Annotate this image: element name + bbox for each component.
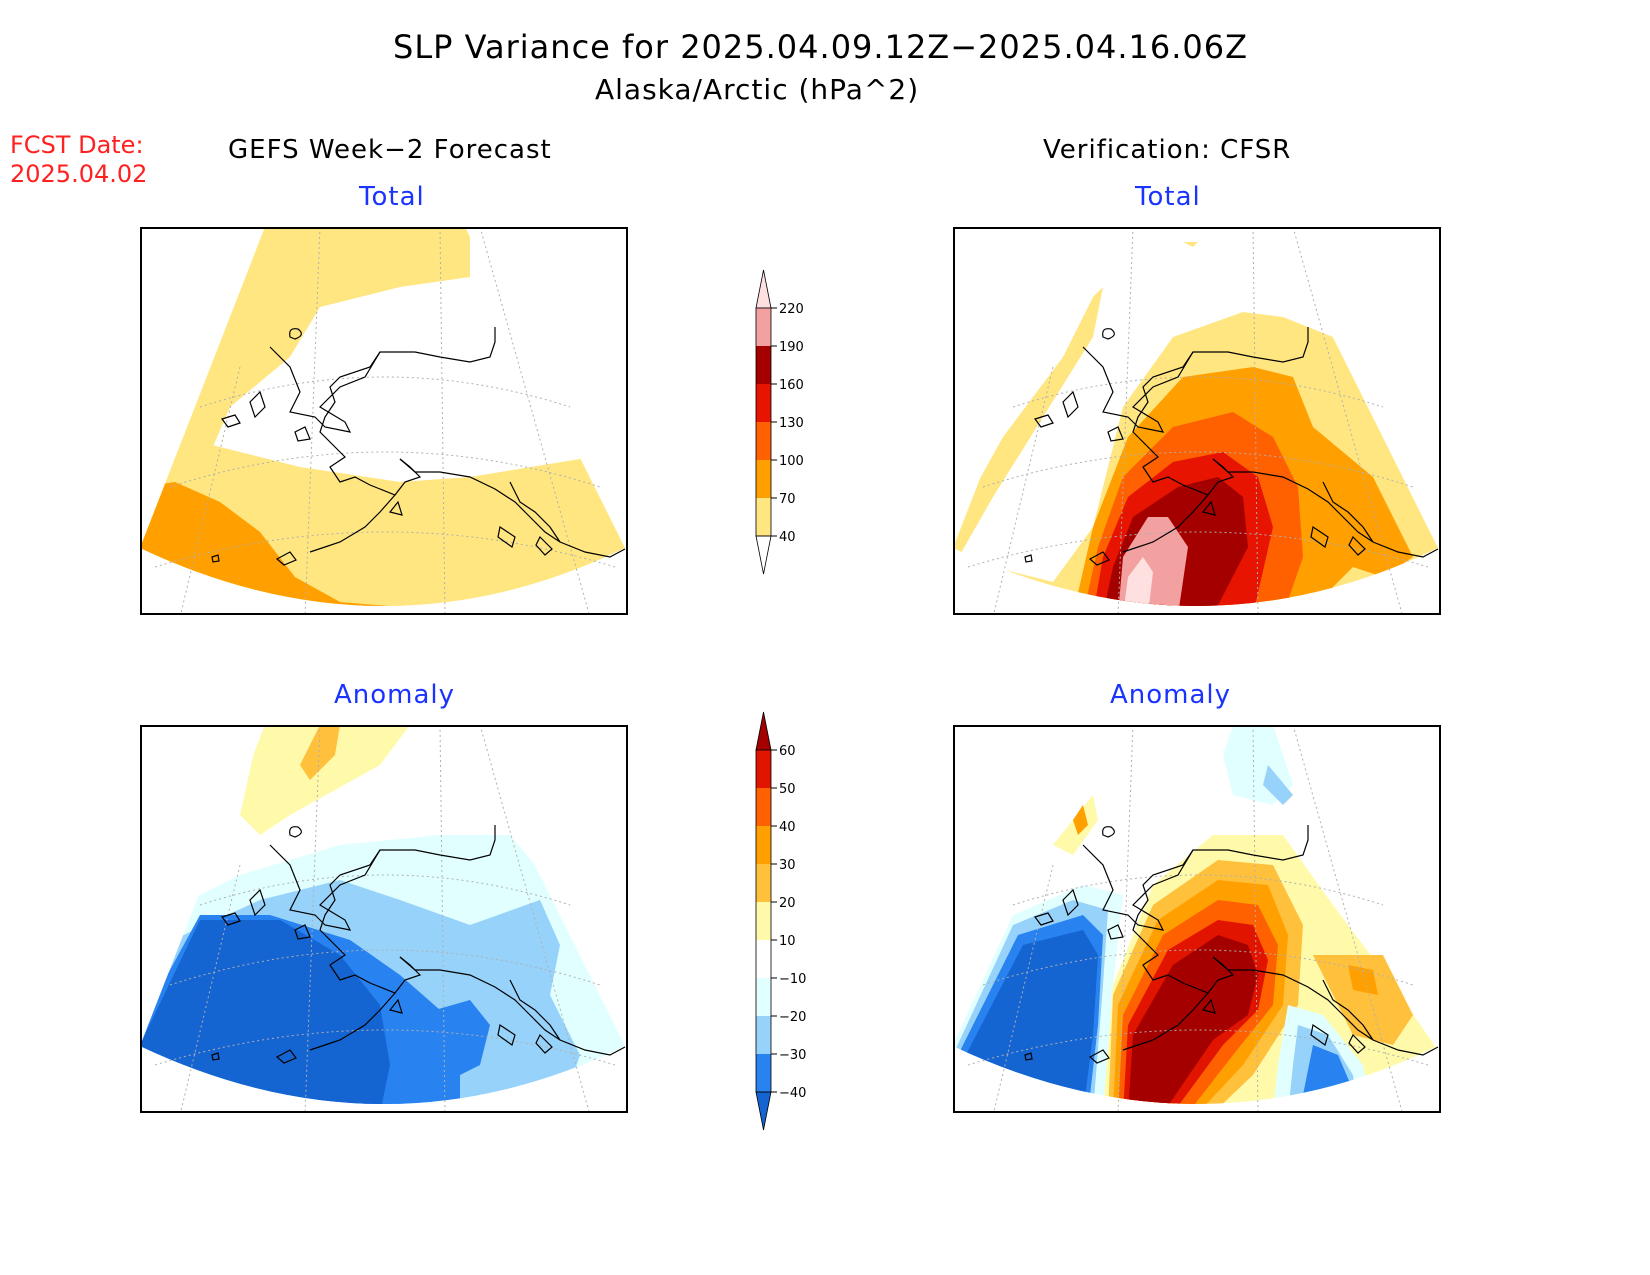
anomaly-colorbar-bottom-arrow [755, 1091, 772, 1131]
panel-title-verification-total: Total [1135, 182, 1201, 212]
anomaly-colorbar-segment [756, 750, 771, 788]
anomaly-colorbar-label: −40 [779, 1086, 806, 1101]
total-colorbar-label: 40 [779, 530, 796, 545]
colorbar-anomaly: −40 −30 −20 −10 10 20 30 40 50 60 [740, 708, 830, 1142]
total-colorbar-label: 160 [779, 378, 804, 393]
anomaly-colorbar-segment [756, 940, 771, 978]
forecast-date-value: 2025.04.02 [10, 160, 148, 188]
anomaly-colorbar-label: 50 [779, 782, 796, 797]
anomaly-colorbar-segment [756, 788, 771, 826]
chart-title: SLP Variance for 2025.04.09.12Z−2025.04.… [393, 28, 1249, 66]
anomaly-colorbar-label: −30 [779, 1048, 806, 1063]
map-forecast-anomaly [140, 725, 628, 1113]
anomaly-colorbar-label: 10 [779, 934, 796, 949]
anomaly-colorbar-label: 30 [779, 858, 796, 873]
anomaly-colorbar-label: 40 [779, 820, 796, 835]
total-colorbar-label: 100 [779, 454, 804, 469]
anomaly-colorbar-outline [755, 749, 772, 1093]
anomaly-colorbar-label: −20 [779, 1010, 806, 1025]
anomaly-colorbar-segment [756, 826, 771, 864]
colorbar-total: 40 70 100 130 160 190 220 [740, 266, 830, 590]
anomaly-colorbar-segment [756, 978, 771, 1016]
chart-subtitle: Alaska/Arctic (hPa^2) [595, 73, 920, 106]
total-colorbar-segment [756, 346, 771, 384]
total-colorbar-label: 220 [779, 302, 804, 317]
column-heading-verification: Verification: CFSR [1043, 135, 1292, 165]
column-heading-forecast: GEFS Week−2 Forecast [228, 135, 552, 165]
total-colorbar-bottom-arrow [755, 535, 772, 575]
map-verification-anomaly [953, 725, 1441, 1113]
anomaly-colorbar-label: 60 [779, 744, 796, 759]
total-colorbar-segment [756, 422, 771, 460]
total-colorbar-label: 190 [779, 340, 804, 355]
anomaly-colorbar-segment [756, 864, 771, 902]
anomaly-colorbar-segment [756, 1016, 771, 1054]
total-colorbar-label: 70 [779, 492, 796, 507]
total-colorbar-segment [756, 308, 771, 346]
map-forecast-total [140, 227, 628, 615]
forecast-date-label: FCST Date: [10, 131, 144, 159]
anomaly-colorbar-label: 20 [779, 896, 796, 911]
panel-title-forecast-total: Total [359, 182, 425, 212]
total-colorbar-segment [756, 498, 771, 536]
total-colorbar-segment [756, 384, 771, 422]
total-colorbar-segment [756, 460, 771, 498]
anomaly-colorbar-segment [756, 902, 771, 940]
anomaly-colorbar-segment [756, 1054, 771, 1092]
total-colorbar-top-arrow [755, 269, 772, 309]
panel-title-forecast-anomaly: Anomaly [334, 680, 456, 710]
total-colorbar-label: 130 [779, 416, 804, 431]
map-verification-total [953, 227, 1441, 615]
anomaly-colorbar-top-arrow [755, 711, 772, 751]
anomaly-colorbar-label: −10 [779, 972, 806, 987]
panel-title-verification-anomaly: Anomaly [1110, 680, 1232, 710]
